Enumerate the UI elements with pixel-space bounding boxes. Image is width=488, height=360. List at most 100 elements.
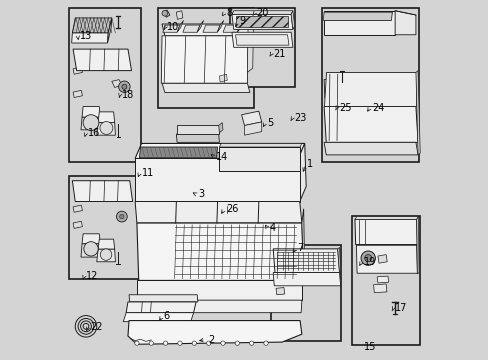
Text: 16: 16: [88, 128, 100, 138]
Polygon shape: [324, 97, 339, 105]
Polygon shape: [81, 244, 101, 257]
Polygon shape: [231, 11, 292, 14]
Polygon shape: [177, 21, 183, 32]
Polygon shape: [81, 117, 101, 130]
Polygon shape: [137, 280, 301, 300]
Polygon shape: [325, 12, 391, 21]
Polygon shape: [290, 11, 294, 30]
Bar: [230, 8, 294, 87]
Polygon shape: [373, 284, 386, 293]
Circle shape: [100, 249, 112, 260]
Polygon shape: [276, 288, 284, 295]
Polygon shape: [247, 21, 253, 72]
Polygon shape: [324, 142, 417, 155]
Text: 5: 5: [266, 118, 273, 128]
Polygon shape: [324, 80, 338, 97]
Polygon shape: [123, 313, 193, 321]
Circle shape: [360, 251, 375, 265]
Text: 17: 17: [394, 303, 407, 314]
Polygon shape: [244, 122, 261, 135]
Polygon shape: [128, 320, 301, 344]
Polygon shape: [98, 239, 115, 249]
Circle shape: [119, 81, 130, 93]
Polygon shape: [197, 21, 203, 32]
Circle shape: [221, 341, 224, 345]
Polygon shape: [73, 90, 82, 98]
Polygon shape: [241, 111, 261, 126]
Circle shape: [235, 341, 239, 345]
Circle shape: [100, 122, 113, 134]
Text: 14: 14: [215, 152, 227, 162]
Polygon shape: [126, 302, 196, 313]
Polygon shape: [218, 123, 223, 133]
Polygon shape: [139, 147, 217, 158]
Circle shape: [122, 84, 126, 89]
Polygon shape: [183, 25, 200, 32]
Circle shape: [120, 215, 124, 219]
Text: 18: 18: [122, 90, 134, 100]
Bar: [235, 16, 287, 27]
Polygon shape: [337, 247, 340, 273]
Polygon shape: [176, 134, 219, 142]
Polygon shape: [235, 35, 288, 45]
Text: 19: 19: [363, 257, 375, 267]
Circle shape: [149, 341, 153, 345]
Text: 3: 3: [198, 189, 203, 199]
Polygon shape: [301, 209, 304, 280]
Polygon shape: [273, 249, 339, 273]
Polygon shape: [73, 205, 82, 212]
Bar: [271, 244, 341, 341]
Text: 7: 7: [297, 243, 303, 253]
Circle shape: [206, 341, 210, 345]
Polygon shape: [298, 143, 305, 202]
Polygon shape: [135, 158, 299, 202]
Text: 6: 6: [163, 311, 170, 321]
Polygon shape: [135, 143, 304, 158]
Polygon shape: [136, 300, 301, 313]
Polygon shape: [203, 25, 220, 32]
Circle shape: [364, 255, 371, 262]
Circle shape: [178, 341, 182, 345]
Bar: [158, 8, 253, 108]
Text: 26: 26: [225, 204, 238, 215]
Bar: [351, 216, 419, 345]
Polygon shape: [73, 221, 82, 228]
Bar: [69, 176, 140, 279]
Polygon shape: [73, 67, 82, 74]
Circle shape: [116, 211, 127, 222]
Polygon shape: [72, 33, 108, 43]
Polygon shape: [162, 24, 250, 36]
Polygon shape: [161, 36, 247, 83]
Polygon shape: [416, 217, 418, 274]
Circle shape: [192, 341, 196, 345]
Polygon shape: [107, 18, 112, 43]
Text: 10: 10: [167, 22, 179, 32]
Polygon shape: [73, 49, 131, 71]
Polygon shape: [324, 107, 417, 142]
Polygon shape: [377, 255, 386, 263]
Polygon shape: [231, 14, 292, 30]
Bar: [321, 8, 418, 162]
Polygon shape: [177, 126, 218, 134]
Text: 20: 20: [256, 8, 268, 18]
Polygon shape: [219, 147, 300, 171]
Circle shape: [264, 341, 267, 345]
Circle shape: [249, 341, 253, 345]
Text: 15: 15: [363, 342, 375, 352]
Circle shape: [83, 242, 98, 256]
Polygon shape: [273, 273, 340, 286]
Text: 12: 12: [86, 271, 98, 281]
Polygon shape: [176, 11, 183, 19]
Text: 9: 9: [239, 17, 245, 27]
Polygon shape: [324, 72, 415, 107]
Text: 2: 2: [207, 334, 214, 345]
Polygon shape: [354, 217, 418, 220]
Polygon shape: [324, 11, 394, 35]
Polygon shape: [72, 18, 112, 33]
Bar: [69, 8, 140, 162]
Polygon shape: [82, 107, 100, 117]
Polygon shape: [231, 32, 292, 47]
Polygon shape: [137, 223, 303, 280]
Polygon shape: [98, 112, 115, 123]
Circle shape: [135, 341, 139, 345]
